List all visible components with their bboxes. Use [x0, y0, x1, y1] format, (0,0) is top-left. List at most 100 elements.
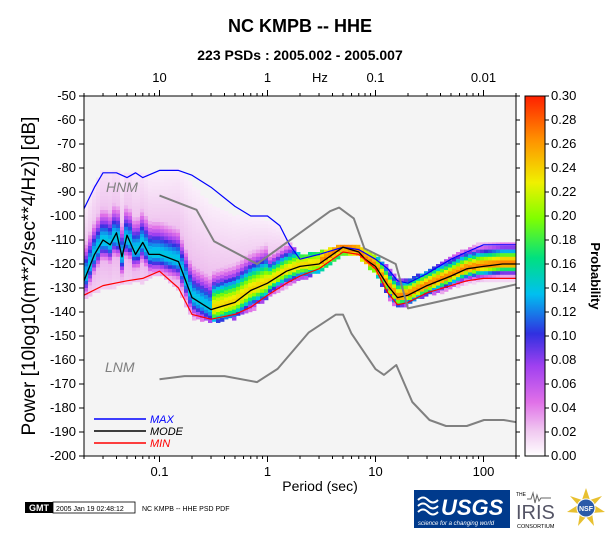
- heatmap-cell: [112, 242, 117, 247]
- heatmap-cell: [172, 236, 177, 241]
- heatmap-cell: [184, 217, 189, 221]
- heatmap-cell: [112, 228, 117, 232]
- heatmap-cell: [260, 264, 265, 268]
- heatmap-cell: [220, 249, 225, 254]
- heatmap-cell: [148, 188, 153, 193]
- heatmap-cell: [232, 234, 237, 238]
- heatmap-cell: [84, 212, 89, 217]
- heatmap-cell: [208, 301, 213, 305]
- heatmap-cell: [176, 175, 181, 179]
- heatmap-cell: [196, 290, 201, 295]
- heatmap-cell: [472, 248, 477, 253]
- heatmap-cell: [140, 273, 145, 278]
- heatmap-cell: [200, 318, 205, 322]
- heatmap-cell: [280, 254, 285, 259]
- heatmap-cell: [224, 312, 229, 316]
- heatmap-cell: [268, 228, 273, 232]
- legend-min-label: MIN: [150, 438, 170, 450]
- heatmap-cell: [160, 243, 165, 248]
- heatmap-cell: [160, 247, 165, 251]
- heatmap-cell: [92, 274, 97, 279]
- heatmap-cell: [284, 267, 289, 272]
- heatmap-cell: [264, 267, 269, 272]
- heatmap-cell: [128, 255, 133, 260]
- heatmap-cell: [260, 267, 265, 272]
- heatmap-cell: [260, 256, 265, 261]
- heatmap-cell: [140, 230, 145, 235]
- heatmap-cell: [348, 248, 353, 253]
- heatmap-cell: [156, 254, 161, 259]
- heatmap-cell: [256, 256, 261, 261]
- heatmap-cell: [248, 297, 253, 302]
- heatmap-cell: [284, 253, 289, 257]
- heatmap-cell: [232, 270, 237, 274]
- heatmap-cell: [192, 255, 197, 260]
- heatmap-cell: [264, 271, 269, 275]
- heatmap-cell: [472, 244, 477, 249]
- heatmap-cell: [220, 228, 225, 232]
- heatmap-cell: [124, 180, 129, 184]
- heatmap-cell: [388, 283, 393, 287]
- heatmap-cell: [304, 265, 309, 269]
- heatmap-cell: [216, 290, 221, 295]
- heatmap-cell: [396, 282, 401, 286]
- heatmap-cell: [268, 256, 273, 261]
- heatmap-cell: [212, 278, 217, 283]
- heatmap-cell: [248, 261, 253, 266]
- heatmap-cell: [168, 182, 173, 187]
- heatmap-cell: [288, 274, 293, 279]
- heatmap-cell: [284, 260, 289, 265]
- heatmap-cell: [244, 237, 249, 242]
- heatmap-cell: [200, 292, 205, 297]
- heatmap-cell: [224, 229, 229, 233]
- heatmap-cell: [108, 264, 113, 268]
- heatmap-cell: [364, 249, 369, 254]
- heatmap-cell: [208, 204, 213, 208]
- heatmap-cell: [244, 277, 249, 281]
- heatmap-cell: [120, 226, 125, 231]
- heatmap-cell: [248, 222, 253, 226]
- heatmap-cell: [148, 174, 153, 178]
- heatmap-cell: [488, 253, 493, 257]
- heatmap-cell: [188, 217, 193, 221]
- heatmap-cell: [280, 240, 285, 244]
- heatmap-cell: [180, 240, 185, 244]
- top-axis-label: Hz: [312, 70, 328, 85]
- heatmap-cell: [260, 292, 265, 297]
- heatmap-cell: [164, 175, 169, 179]
- heatmap-cell: [108, 217, 113, 221]
- heatmap-cell: [160, 265, 165, 269]
- heatmap-cell: [216, 229, 221, 233]
- heatmap-cell: [96, 264, 101, 268]
- heatmap-cell: [160, 240, 165, 244]
- heatmap-cell: [440, 290, 445, 295]
- heatmap-cell: [164, 222, 169, 226]
- heatmap-cell: [168, 272, 173, 277]
- heatmap-cell: [204, 295, 209, 299]
- heatmap-cell: [100, 228, 105, 232]
- heatmap-cell: [140, 172, 145, 177]
- heatmap-cell: [128, 252, 133, 256]
- heatmap-cell: [272, 254, 277, 259]
- heatmap-cell: [296, 277, 301, 281]
- heatmap-cell: [112, 202, 117, 207]
- heatmap-cell: [132, 274, 137, 279]
- heatmap-cell: [148, 217, 153, 221]
- heatmap-cell: [476, 260, 481, 265]
- heatmap-cell: [256, 228, 261, 232]
- heatmap-cell: [196, 236, 201, 241]
- heatmap-cell: [116, 260, 121, 265]
- heatmap-cell: [136, 210, 141, 214]
- heatmap-cell: [384, 267, 389, 272]
- heatmap-cell: [180, 279, 185, 284]
- heatmap-cell: [172, 178, 177, 183]
- heatmap-cell: [268, 235, 273, 239]
- heatmap-cell: [448, 264, 453, 268]
- heatmap-cell: [180, 178, 185, 183]
- heatmap-cell: [156, 214, 161, 219]
- heatmap-cell: [88, 260, 93, 265]
- heatmap-cell: [132, 199, 137, 203]
- heatmap-cell: [160, 218, 165, 223]
- heatmap-cell: [324, 264, 329, 268]
- top-tick-label: 10: [152, 70, 166, 85]
